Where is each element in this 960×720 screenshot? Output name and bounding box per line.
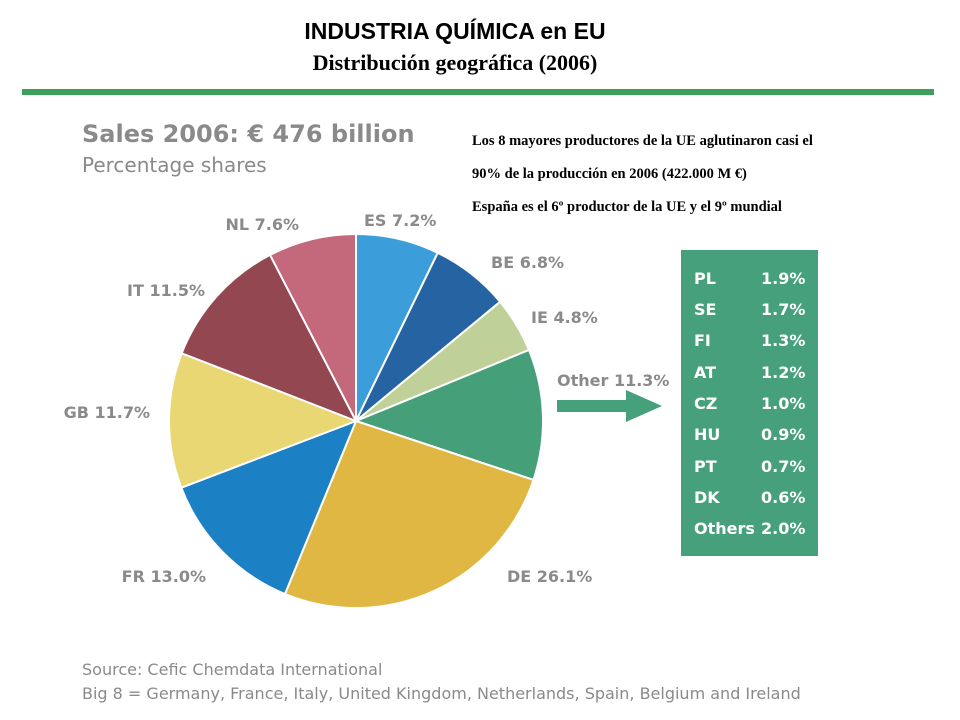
breakdown-code: PT xyxy=(694,457,717,476)
breakdown-row: AT 1.2% xyxy=(681,359,818,389)
pie-slice-nl xyxy=(268,232,357,422)
slice-label-ie: IE 4.8% xyxy=(531,308,598,327)
note-line-2: 90% de la producción en 2006 (422.000 M … xyxy=(472,166,747,182)
breakdown-code: Others xyxy=(694,519,755,538)
note-line-3: España es el 6º productor de la UE y el … xyxy=(472,199,782,215)
slide-subtitle: Distribución geográfica (2006) xyxy=(312,50,598,75)
slice-label-fr: FR 13.0% xyxy=(122,567,206,586)
breakdown-value: 0.7% xyxy=(761,457,806,476)
breakdown-value: 1.3% xyxy=(761,331,806,350)
pie-slice-it xyxy=(180,253,359,423)
breakdown-row: CZ 1.0% xyxy=(681,390,818,420)
breakdown-code: DK xyxy=(694,488,720,507)
breakdown-row: PL 1.9% xyxy=(681,265,818,295)
slice-label-it: IT 11.5% xyxy=(127,281,205,300)
breakdown-code: CZ xyxy=(694,394,718,413)
breakdown-row: SE 1.7% xyxy=(681,296,818,326)
chart-title: Sales 2006: € 476 billion xyxy=(82,120,415,148)
breakdown-code: PL xyxy=(694,269,716,288)
breakdown-row: FI 1.3% xyxy=(681,327,818,357)
breakdown-code: SE xyxy=(694,300,717,319)
pie-slice-de xyxy=(283,419,535,609)
pie-slice-gb xyxy=(168,351,359,489)
source-line-2: Big 8 = Germany, France, Italy, United K… xyxy=(82,684,801,703)
slice-label-es: ES 7.2% xyxy=(364,211,436,230)
breakdown-value: 0.6% xyxy=(761,488,806,507)
slice-label-other: Other 11.3% xyxy=(557,371,669,390)
other-breakdown-table: PL 1.9% SE 1.7% FI 1.3% AT 1.2% CZ 1.0% HU 0.9… xyxy=(681,250,818,556)
title-divider xyxy=(22,89,934,95)
breakdown-value: 1.2% xyxy=(761,363,806,382)
breakdown-value: 2.0% xyxy=(761,519,806,538)
slice-label-nl: NL 7.6% xyxy=(225,215,299,234)
breakdown-code: HU xyxy=(694,425,721,444)
breakdown-row: Others 2.0% xyxy=(681,515,818,545)
breakdown-code: AT xyxy=(694,363,717,382)
slice-label-gb: GB 11.7% xyxy=(64,403,150,422)
breakdown-row: HU 0.9% xyxy=(681,421,818,451)
breakdown-code: FI xyxy=(694,331,711,350)
breakdown-value: 1.0% xyxy=(761,394,806,413)
breakdown-row: DK 0.6% xyxy=(681,484,818,514)
arrow-right-icon xyxy=(557,390,662,422)
pie-slice-fr xyxy=(179,419,358,596)
slice-label-be: BE 6.8% xyxy=(491,253,564,272)
source-line-1: Source: Cefic Chemdata International xyxy=(82,660,383,679)
breakdown-value: 1.9% xyxy=(761,269,806,288)
breakdown-value: 0.9% xyxy=(761,425,806,444)
chart-subtitle: Percentage shares xyxy=(82,153,267,177)
slice-label-de: DE 26.1% xyxy=(507,567,592,586)
pie-slice-other xyxy=(353,348,544,482)
pie-slices xyxy=(168,232,544,609)
slide-title: INDUSTRIA QUÍMICA en EU xyxy=(304,18,606,44)
breakdown-row: PT 0.7% xyxy=(681,453,818,483)
pie-labels: ES 7.2% BE 6.8% IE 4.8% Other 11.3% DE 26.1%… xyxy=(64,211,670,586)
breakdown-value: 1.7% xyxy=(761,300,806,319)
note-line-1: Los 8 mayores productores de la UE aglut… xyxy=(472,133,813,149)
